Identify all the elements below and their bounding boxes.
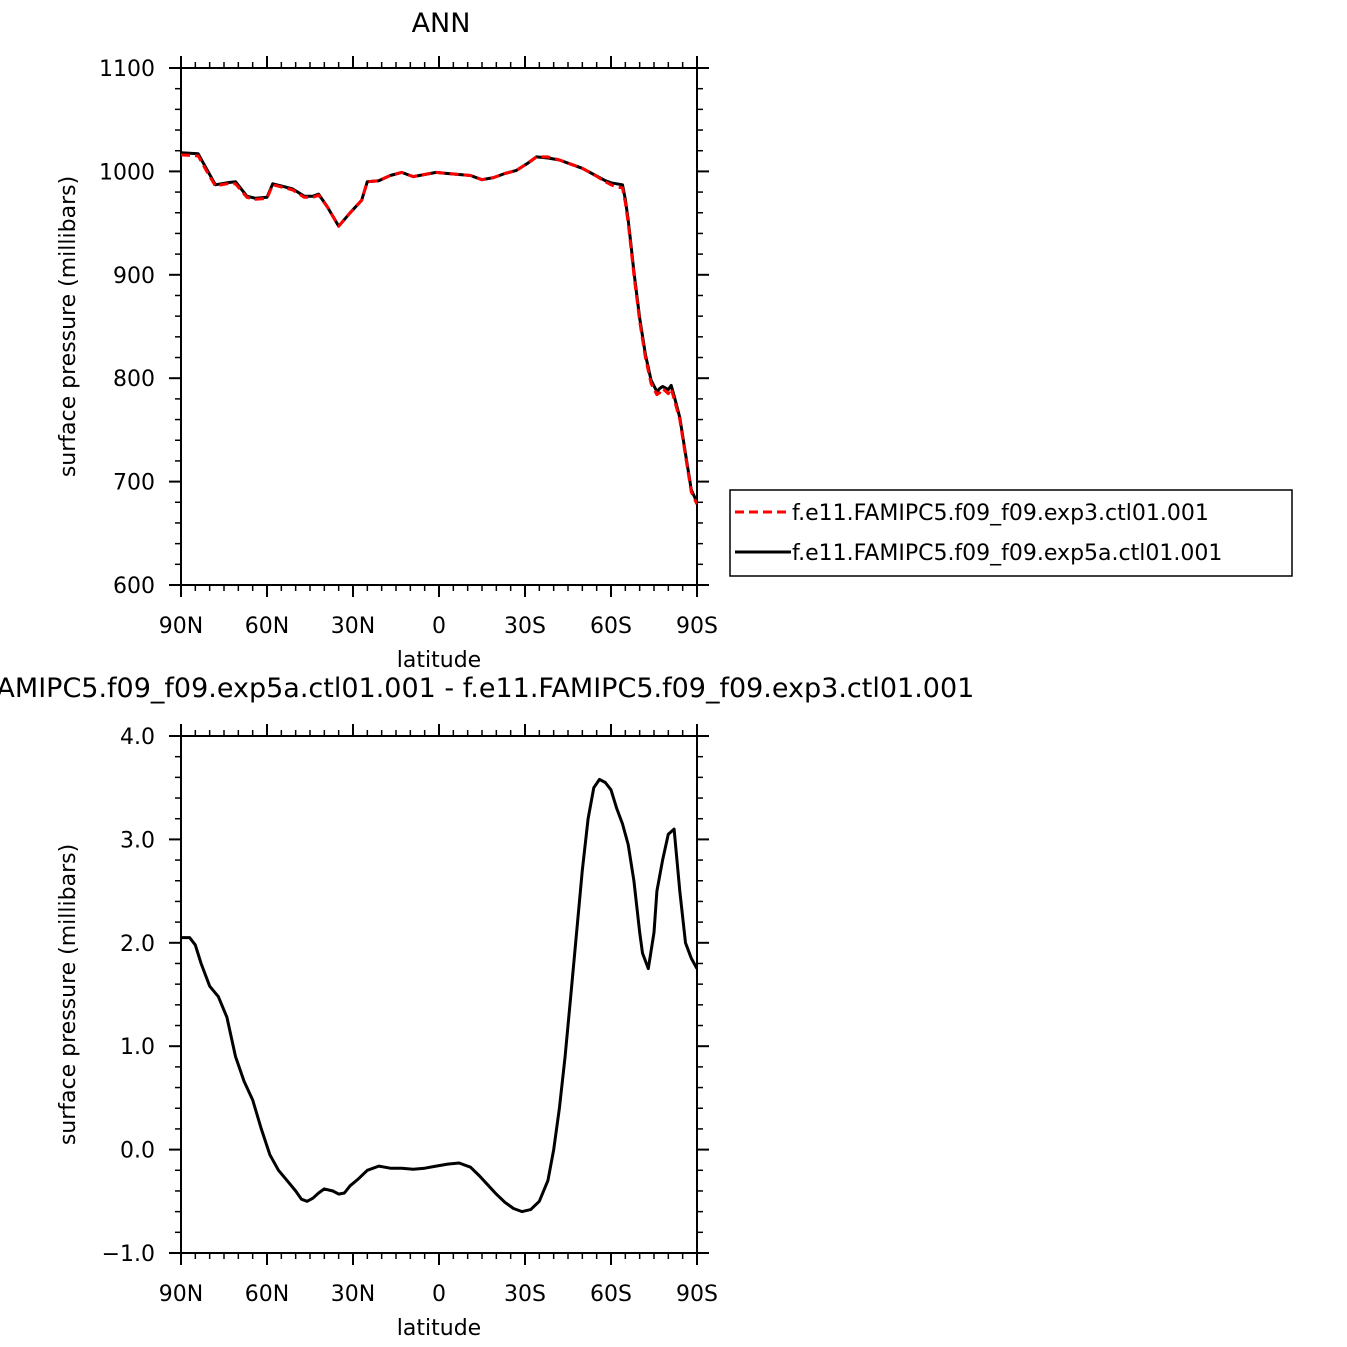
series-line-1: [181, 151, 697, 503]
chart-title: ANN: [412, 8, 471, 39]
y-tick-label: −1.0: [102, 1242, 155, 1267]
x-axis-label: latitude: [397, 1316, 481, 1341]
x-tick-label: 90S: [676, 614, 718, 639]
y-tick-label: 1.0: [120, 1035, 155, 1060]
y-tick-label: 900: [113, 264, 155, 289]
y-tick-label: 600: [113, 574, 155, 599]
series-line-0: [181, 153, 697, 505]
x-tick-label: 90N: [159, 1282, 203, 1307]
x-tick-label: 60S: [590, 614, 632, 639]
legend-box: [729, 489, 1293, 577]
y-tick-label: 4.0: [120, 725, 155, 750]
series-line-0: [181, 777, 697, 1214]
x-tick-label: 90N: [159, 614, 203, 639]
bottom-panel: f.e11.FAMIPC5.f09_f09.exp5a.ctl01.001 - …: [0, 673, 974, 1341]
x-tick-label: 30N: [331, 1282, 375, 1307]
x-tick-label: 60N: [245, 1282, 289, 1307]
y-axis-label: surface pressure (millibars): [56, 176, 81, 477]
y-tick-label: 800: [113, 367, 155, 392]
x-tick-label: 30S: [504, 1282, 546, 1307]
x-tick-label: 0: [432, 614, 446, 639]
top-panel: ANN 600 700 800 900 1000 1100 90N 60N 30N 0 30S 60S 9…: [56, 8, 1293, 673]
chart-title: f.e11.FAMIPC5.f09_f09.exp5a.ctl01.001 - …: [0, 673, 974, 704]
y-tick-label: 3.0: [120, 828, 155, 853]
x-tick-label: 60N: [245, 614, 289, 639]
legend: f.e11.FAMIPC5.f09_f09.exp3.ctl01.001 f.e1…: [729, 489, 1293, 577]
x-tick-label: 90S: [676, 1282, 718, 1307]
x-tick-label: 30S: [504, 614, 546, 639]
y-tick-label: 1100: [99, 57, 155, 82]
y-axis-label: surface pressure (millibars): [56, 844, 81, 1145]
y-tick-label: 0.0: [120, 1139, 155, 1164]
x-tick-label: 60S: [590, 1282, 632, 1307]
plot-frame: [180, 67, 698, 586]
x-tick-label: 30N: [331, 614, 375, 639]
legend-entry-1: f.e11.FAMIPC5.f09_f09.exp5a.ctl01.001: [792, 541, 1222, 566]
legend-entry-0: f.e11.FAMIPC5.f09_f09.exp3.ctl01.001: [792, 501, 1209, 526]
x-axis-label: latitude: [397, 648, 481, 673]
x-tick-label: 0: [432, 1282, 446, 1307]
y-tick-label: 700: [113, 471, 155, 496]
y-tick-label: 2.0: [120, 932, 155, 957]
y-tick-label: 1000: [99, 160, 155, 185]
